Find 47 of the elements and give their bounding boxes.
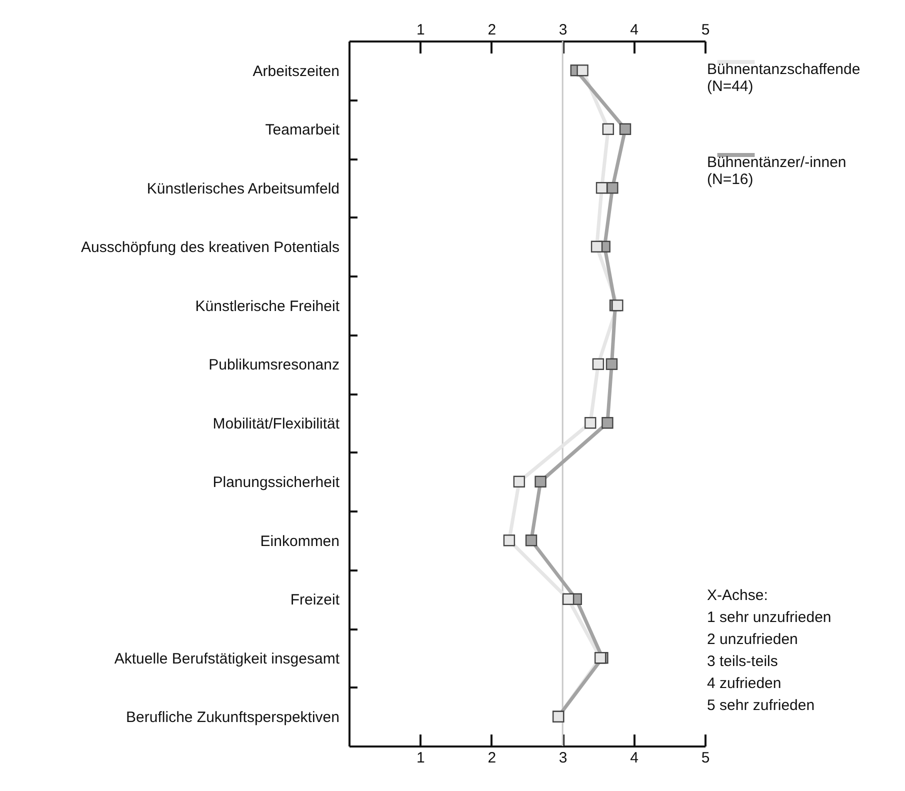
point	[619, 123, 632, 135]
y-tick-label: Berufliche Zukunftsperspektiven	[126, 709, 340, 726]
point	[592, 358, 604, 370]
point	[606, 358, 618, 370]
text: 4 zufrieden	[707, 674, 782, 694]
x2-tick-label: 1	[416, 22, 425, 38]
y-tick-label: Freizeit	[290, 592, 340, 609]
x2-tick-label: 3	[558, 22, 568, 38]
y-tick-label: Künstlerische Freiheit	[195, 298, 340, 315]
point	[503, 534, 516, 546]
x-tick-label: 4	[630, 750, 638, 766]
point	[576, 64, 588, 76]
point	[594, 652, 606, 664]
y-tick-label: Aktuelle Berufstätigkeit insgesamt	[114, 650, 340, 668]
point	[606, 182, 618, 194]
text: 1 sehr unzufrieden	[707, 608, 832, 628]
y-tick-label: Ausschöpfung des kreativen Potentials	[81, 239, 340, 256]
x-tick-label: 5	[701, 750, 710, 766]
y-tick-label: Publikumsresonanz	[208, 356, 340, 374]
y-tick-label: Mobilität/Flexibilität	[212, 415, 340, 432]
legend-label: Bühnentanzschaffende (N=44)	[707, 61, 860, 95]
y-tick-label: Arbeitszeiten	[252, 62, 340, 80]
x-tick-label: 1	[416, 750, 425, 766]
x2-tick-label: 2	[488, 22, 496, 38]
point	[590, 240, 603, 252]
text: 2 unzufrieden	[707, 630, 799, 650]
text: X-Achse:	[707, 586, 769, 606]
point	[525, 534, 538, 546]
y-tick-label: Teamarbeit	[265, 122, 340, 139]
x2-tick-label: 4	[630, 22, 638, 38]
point	[602, 417, 614, 429]
point	[584, 417, 596, 429]
point	[513, 476, 526, 488]
point	[602, 123, 614, 135]
text: 5 sehr zufrieden	[707, 696, 816, 716]
text: 3 teils-teils	[707, 652, 779, 672]
legend-label: Bühnentänzer/-innen (N=16)	[707, 154, 846, 188]
point	[562, 593, 574, 605]
x2-tick-label: 5	[701, 22, 710, 38]
x-tick-label: 2	[488, 750, 496, 766]
y-tick-label: Planungssicherheit	[212, 474, 340, 492]
y-tick-label: Künstlerisches Arbeitsumfeld	[146, 180, 340, 198]
point	[534, 476, 546, 488]
y-tick-label: Einkommen	[260, 532, 340, 550]
point	[596, 182, 608, 194]
x-tick-label: 3	[558, 750, 568, 766]
point	[612, 300, 624, 312]
